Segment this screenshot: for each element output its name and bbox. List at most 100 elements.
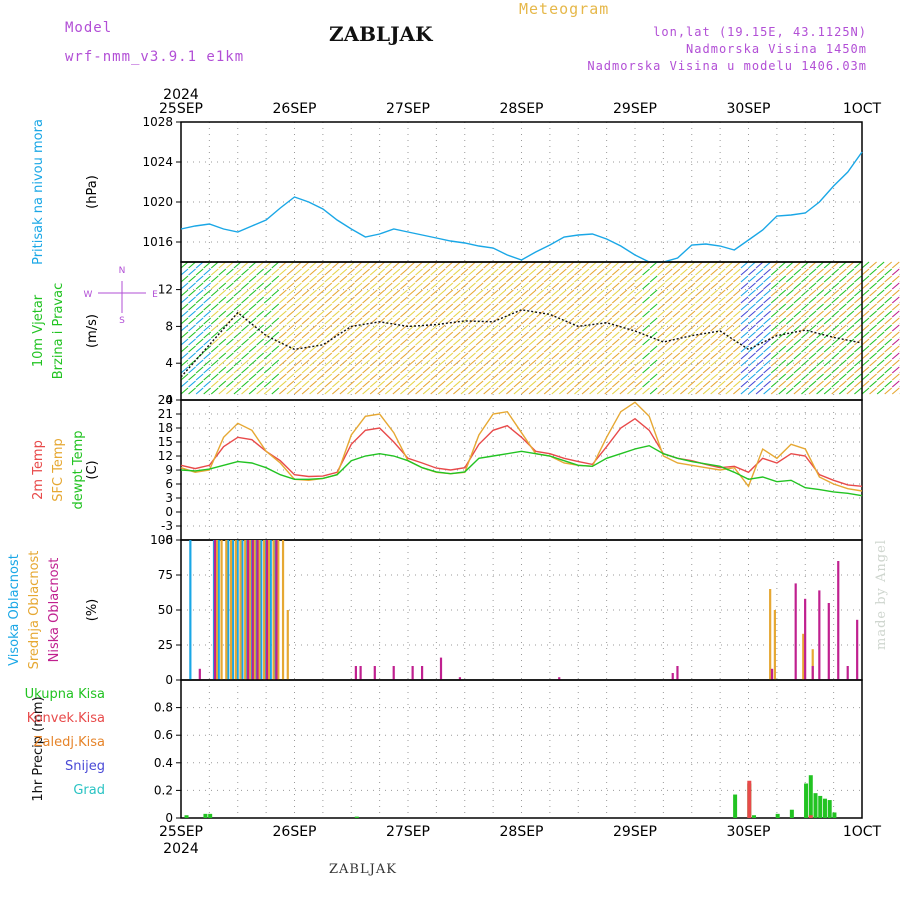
bar-clouds — [269, 540, 272, 680]
day-label-top: 28SEP — [500, 101, 544, 117]
bar-clouds — [277, 540, 280, 680]
bar-clouds — [769, 589, 772, 680]
bar-clouds — [773, 610, 776, 680]
bar-precip — [804, 783, 809, 818]
day-label-bottom: 29SEP — [613, 824, 657, 840]
series-line-temperature — [180, 417, 863, 487]
bar-clouds — [251, 540, 254, 680]
series-line-wind — [180, 309, 863, 378]
bar-clouds — [439, 657, 443, 680]
ytick-label: 0.8 — [154, 701, 173, 715]
ytick-label: 75 — [158, 568, 173, 582]
bar-precip — [818, 795, 823, 818]
day-label-bottom: 1OCT — [843, 824, 882, 840]
bar-clouds — [231, 540, 235, 680]
bar-clouds — [392, 666, 395, 680]
bar-clouds — [225, 540, 228, 680]
bar-clouds — [246, 540, 250, 680]
bar-clouds — [267, 540, 270, 680]
bar-clouds — [286, 610, 289, 680]
ytick-label: 8 — [165, 319, 173, 333]
bar-clouds — [260, 540, 263, 680]
day-label-top: 27SEP — [386, 101, 430, 117]
ytick-label: 1024 — [142, 155, 173, 169]
ytick-label: -3 — [161, 519, 173, 533]
ytick-label: 100 — [150, 533, 173, 547]
bar-clouds — [265, 540, 269, 680]
bar-clouds — [837, 561, 840, 680]
year-label-top: 2024 — [163, 87, 199, 103]
day-label-top: 1OCT — [843, 101, 882, 117]
ytick-label: 9 — [165, 463, 173, 477]
compass-west: W — [84, 290, 93, 300]
bar-clouds — [420, 666, 424, 680]
ytick-label: 12 — [158, 449, 173, 463]
ytick-label: 0 — [165, 505, 173, 519]
bar-clouds — [234, 540, 237, 680]
station-title: ZABLJAK — [329, 22, 433, 46]
bar-precip — [808, 775, 813, 818]
bar-precip — [733, 794, 738, 818]
model-elevation: Nadmorska Visina u modelu 1406.03m — [587, 59, 867, 73]
chart-kind-title: Meteogram — [519, 0, 610, 18]
ytick-label: 4 — [165, 356, 173, 370]
bar-clouds — [272, 540, 275, 680]
day-label-top: 26SEP — [273, 101, 317, 117]
bar-clouds — [794, 583, 797, 680]
bar-precip — [752, 815, 757, 818]
bar-clouds — [275, 540, 278, 680]
ytick-label: 1028 — [142, 115, 173, 129]
ylabel-line: dewpt Temp — [71, 430, 86, 509]
coordinates: lon,lat (19.15E, 43.1125N) — [653, 25, 867, 39]
year-label-bottom: 2024 — [163, 841, 199, 857]
ytick-label: 24 — [158, 393, 173, 407]
legend-entry: Zaledj.Kisa — [34, 735, 105, 750]
bar-clouds — [215, 540, 218, 680]
bar-clouds — [241, 540, 244, 680]
bar-clouds — [248, 540, 252, 680]
ylabel-line: SFC Temp — [51, 438, 66, 502]
legend-entry: Grad — [73, 783, 105, 798]
day-label-bottom: 27SEP — [386, 824, 430, 840]
bar-precip — [827, 800, 832, 818]
bar-precip — [184, 815, 189, 818]
bar-clouds — [189, 540, 192, 680]
bar-clouds — [359, 666, 362, 680]
bar-clouds — [258, 540, 261, 680]
bar-clouds — [373, 666, 376, 680]
bar-clouds — [244, 540, 247, 680]
bar-clouds — [217, 540, 220, 680]
compass-north: N — [119, 266, 126, 276]
ytick-label: 3 — [165, 491, 173, 505]
day-label-bottom: 30SEP — [727, 824, 771, 840]
bar-clouds — [818, 590, 821, 680]
station-elevation: Nadmorska Visina 1450m — [686, 42, 867, 56]
bar-clouds — [354, 666, 357, 680]
day-label-top: 30SEP — [727, 101, 771, 117]
bar-precip — [808, 815, 813, 818]
ylabel-line: 2m Temp — [31, 440, 46, 500]
ytick-label: 6 — [165, 477, 173, 491]
ytick-label: 50 — [158, 603, 173, 617]
ytick-label: 0 — [165, 811, 173, 825]
bar-clouds — [253, 540, 256, 680]
bar-clouds — [411, 666, 414, 680]
footer-station: ZABLJAK — [329, 862, 397, 877]
legend-entry: Konvek.Kisa — [27, 711, 105, 726]
ytick-label: 15 — [158, 435, 173, 449]
bar-clouds — [811, 666, 814, 680]
bar-clouds — [213, 540, 217, 680]
ytick-label: 0.2 — [154, 783, 173, 797]
bar-precip — [354, 816, 359, 818]
unit-label: (%) — [85, 599, 100, 622]
day-label-bottom: 25SEP — [159, 824, 203, 840]
bar-clouds — [458, 677, 462, 680]
bar-clouds — [198, 668, 201, 680]
compass-south: S — [119, 316, 125, 326]
ytick-label: 21 — [158, 407, 173, 421]
bar-clouds — [676, 666, 679, 680]
bar-clouds — [846, 666, 849, 680]
ytick-label: 25 — [158, 638, 173, 652]
bar-clouds — [256, 540, 259, 680]
bar-precip — [775, 813, 780, 818]
